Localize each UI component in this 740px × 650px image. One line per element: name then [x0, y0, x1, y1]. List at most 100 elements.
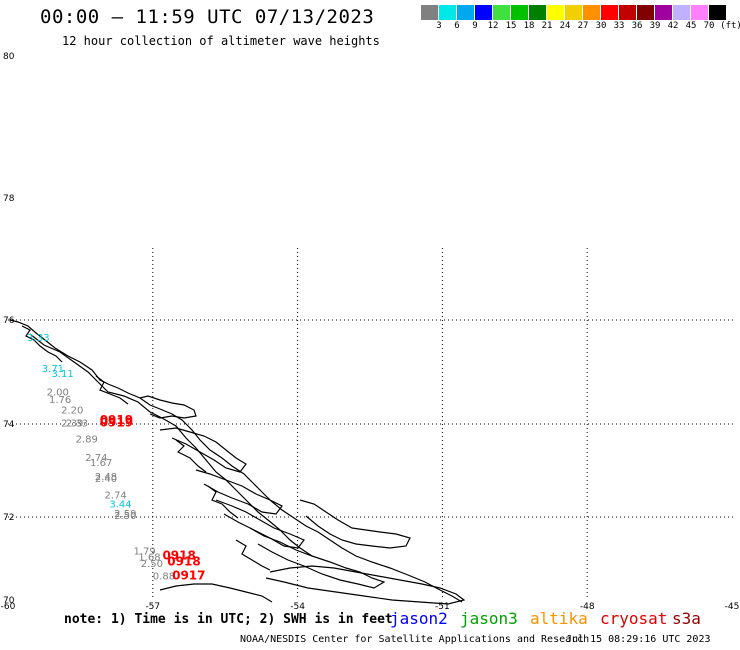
wave-height-label: 2.48: [95, 472, 117, 483]
color-legend-label: 45: [685, 21, 697, 31]
color-legend-labels: 3 6 9 12 15 18 21 24 27 30 33 36 39 42 45 70 (ft): [421, 21, 740, 35]
wave-height-label: 2.59: [114, 509, 136, 520]
pass-time-label: 0918: [167, 555, 200, 569]
pass-time-label: 0917: [172, 568, 205, 582]
wave-height-label: 3.71: [42, 364, 64, 375]
color-legend-label: 39: [649, 21, 661, 31]
coast-detail-5: [235, 539, 271, 571]
color-swatch: [439, 5, 457, 20]
peninsula: [265, 565, 466, 605]
color-swatch: [421, 5, 439, 20]
fjord-3: [195, 469, 283, 515]
lat-tick-label: 70: [3, 596, 15, 606]
color-swatch: [511, 5, 529, 20]
wave-height-label: 2.50: [141, 559, 163, 570]
wave-height-label: 2.00: [47, 387, 69, 398]
color-legend-label: 30: [595, 21, 607, 31]
coastline: [9, 319, 466, 605]
wave-height-label: 2.33: [66, 418, 88, 429]
wave-height-label: 1.68: [138, 553, 160, 564]
lon-tick-label: -45: [725, 602, 740, 612]
pass-time-label: 0919: [100, 415, 133, 429]
coastline-inner: [29, 333, 313, 557]
wave-height-label: 2.89: [76, 435, 98, 446]
coast-detail-4: [207, 485, 239, 519]
color-legend: [421, 5, 727, 20]
lon-tick-label: -54: [290, 602, 305, 612]
coast-detail-3: [175, 439, 207, 473]
color-legend-label: 6: [454, 21, 460, 31]
wave-height-label: 1.67: [90, 458, 112, 469]
color-legend-label: 70: [703, 21, 715, 31]
wave-height-label: 2.39: [61, 418, 83, 429]
lat-tick-label: 74: [3, 420, 15, 430]
color-swatch: [709, 5, 727, 20]
color-legend-label: 9: [472, 21, 478, 31]
fjord-6: [249, 527, 386, 589]
wave-height-label: 2.74: [105, 490, 127, 501]
color-legend-label: 12: [487, 21, 499, 31]
color-legend-label: 18: [523, 21, 535, 31]
satellite-jason2: jason2: [390, 609, 448, 628]
wave-height-label: 1.76: [49, 395, 71, 406]
color-swatch: [457, 5, 475, 20]
wave-height-label: 3.44: [109, 500, 131, 511]
color-legend-label: 24: [559, 21, 571, 31]
map-title: 00:00 — 11:59 UTC 07/13/2023: [40, 6, 375, 28]
color-legend-label: 33: [613, 21, 625, 31]
coastline-main: [9, 319, 463, 603]
wave-height-label: 3.11: [51, 369, 73, 380]
satellite-cryosat: cryosat: [600, 609, 668, 628]
lat-tick-label: 72: [3, 513, 14, 523]
wave-height-label: 3.33: [27, 333, 49, 344]
wave-height-label: 1.79: [133, 546, 155, 557]
color-swatch: [547, 5, 565, 20]
color-legend-unit: (ft): [720, 21, 740, 31]
color-swatch: [619, 5, 637, 20]
color-swatch: [475, 5, 493, 20]
island-south: [159, 583, 273, 603]
timestamp-text: Jul 15 08:29:16 UTC 2023: [566, 634, 711, 645]
lat-tick-label: 80: [3, 52, 15, 62]
color-swatch: [583, 5, 601, 20]
wave-height-label: 2.74: [85, 453, 107, 464]
color-legend-label: 3: [436, 21, 442, 31]
wave-height-labels: 3.33 3.713.11 2.001.762.202.392.33 2.89 2.74…: [27, 333, 205, 582]
color-swatch: [637, 5, 655, 20]
color-swatch: [601, 5, 619, 20]
fjord-1: [139, 395, 197, 419]
satellite-altika: altika: [530, 609, 588, 628]
footer-note: note: 1) Time is in UTC; 2) SWH is in fe…: [64, 612, 393, 627]
color-legend-label: 27: [577, 21, 589, 31]
fjord-2: [159, 427, 247, 473]
color-swatch: [529, 5, 547, 20]
lat-tick-label: 78: [3, 194, 15, 204]
wave-height-label: 2.50: [114, 511, 136, 522]
satellite-jason3: jason3: [460, 609, 518, 628]
coast-detail-1: [21, 325, 63, 363]
color-swatch: [691, 5, 709, 20]
color-legend-label: 36: [631, 21, 643, 31]
color-legend-label: 42: [667, 21, 679, 31]
satellite-s3a: s3a: [672, 609, 701, 628]
credit-text: NOAA/NESDIS Center for Satellite Applica…: [240, 634, 590, 645]
coast-detail-2: [95, 375, 129, 405]
lat-tick-label: 76: [3, 316, 15, 326]
pass-time-label: 0919: [100, 413, 133, 427]
graticule: 80 78 76 74 72 70-60 -57 -54 -51 -48 -45: [1, 52, 740, 612]
lon-tick-label: -57: [145, 602, 160, 612]
wave-height-label: 0.88: [153, 571, 175, 582]
color-legend-label: 21: [541, 21, 553, 31]
lon-tick-label: -60: [1, 602, 16, 612]
map-subtitle: 12 hour collection of altimeter wave hei…: [62, 34, 380, 48]
color-swatch: [655, 5, 673, 20]
lon-tick-label: -48: [580, 602, 595, 612]
lon-tick-label: -51: [435, 602, 450, 612]
color-swatch: [673, 5, 691, 20]
pass-time-label: 0918: [162, 549, 195, 563]
wave-height-label: 2.40: [95, 474, 117, 485]
fjord-5: [299, 499, 411, 549]
color-swatch: [565, 5, 583, 20]
color-legend-label: 15: [505, 21, 517, 31]
